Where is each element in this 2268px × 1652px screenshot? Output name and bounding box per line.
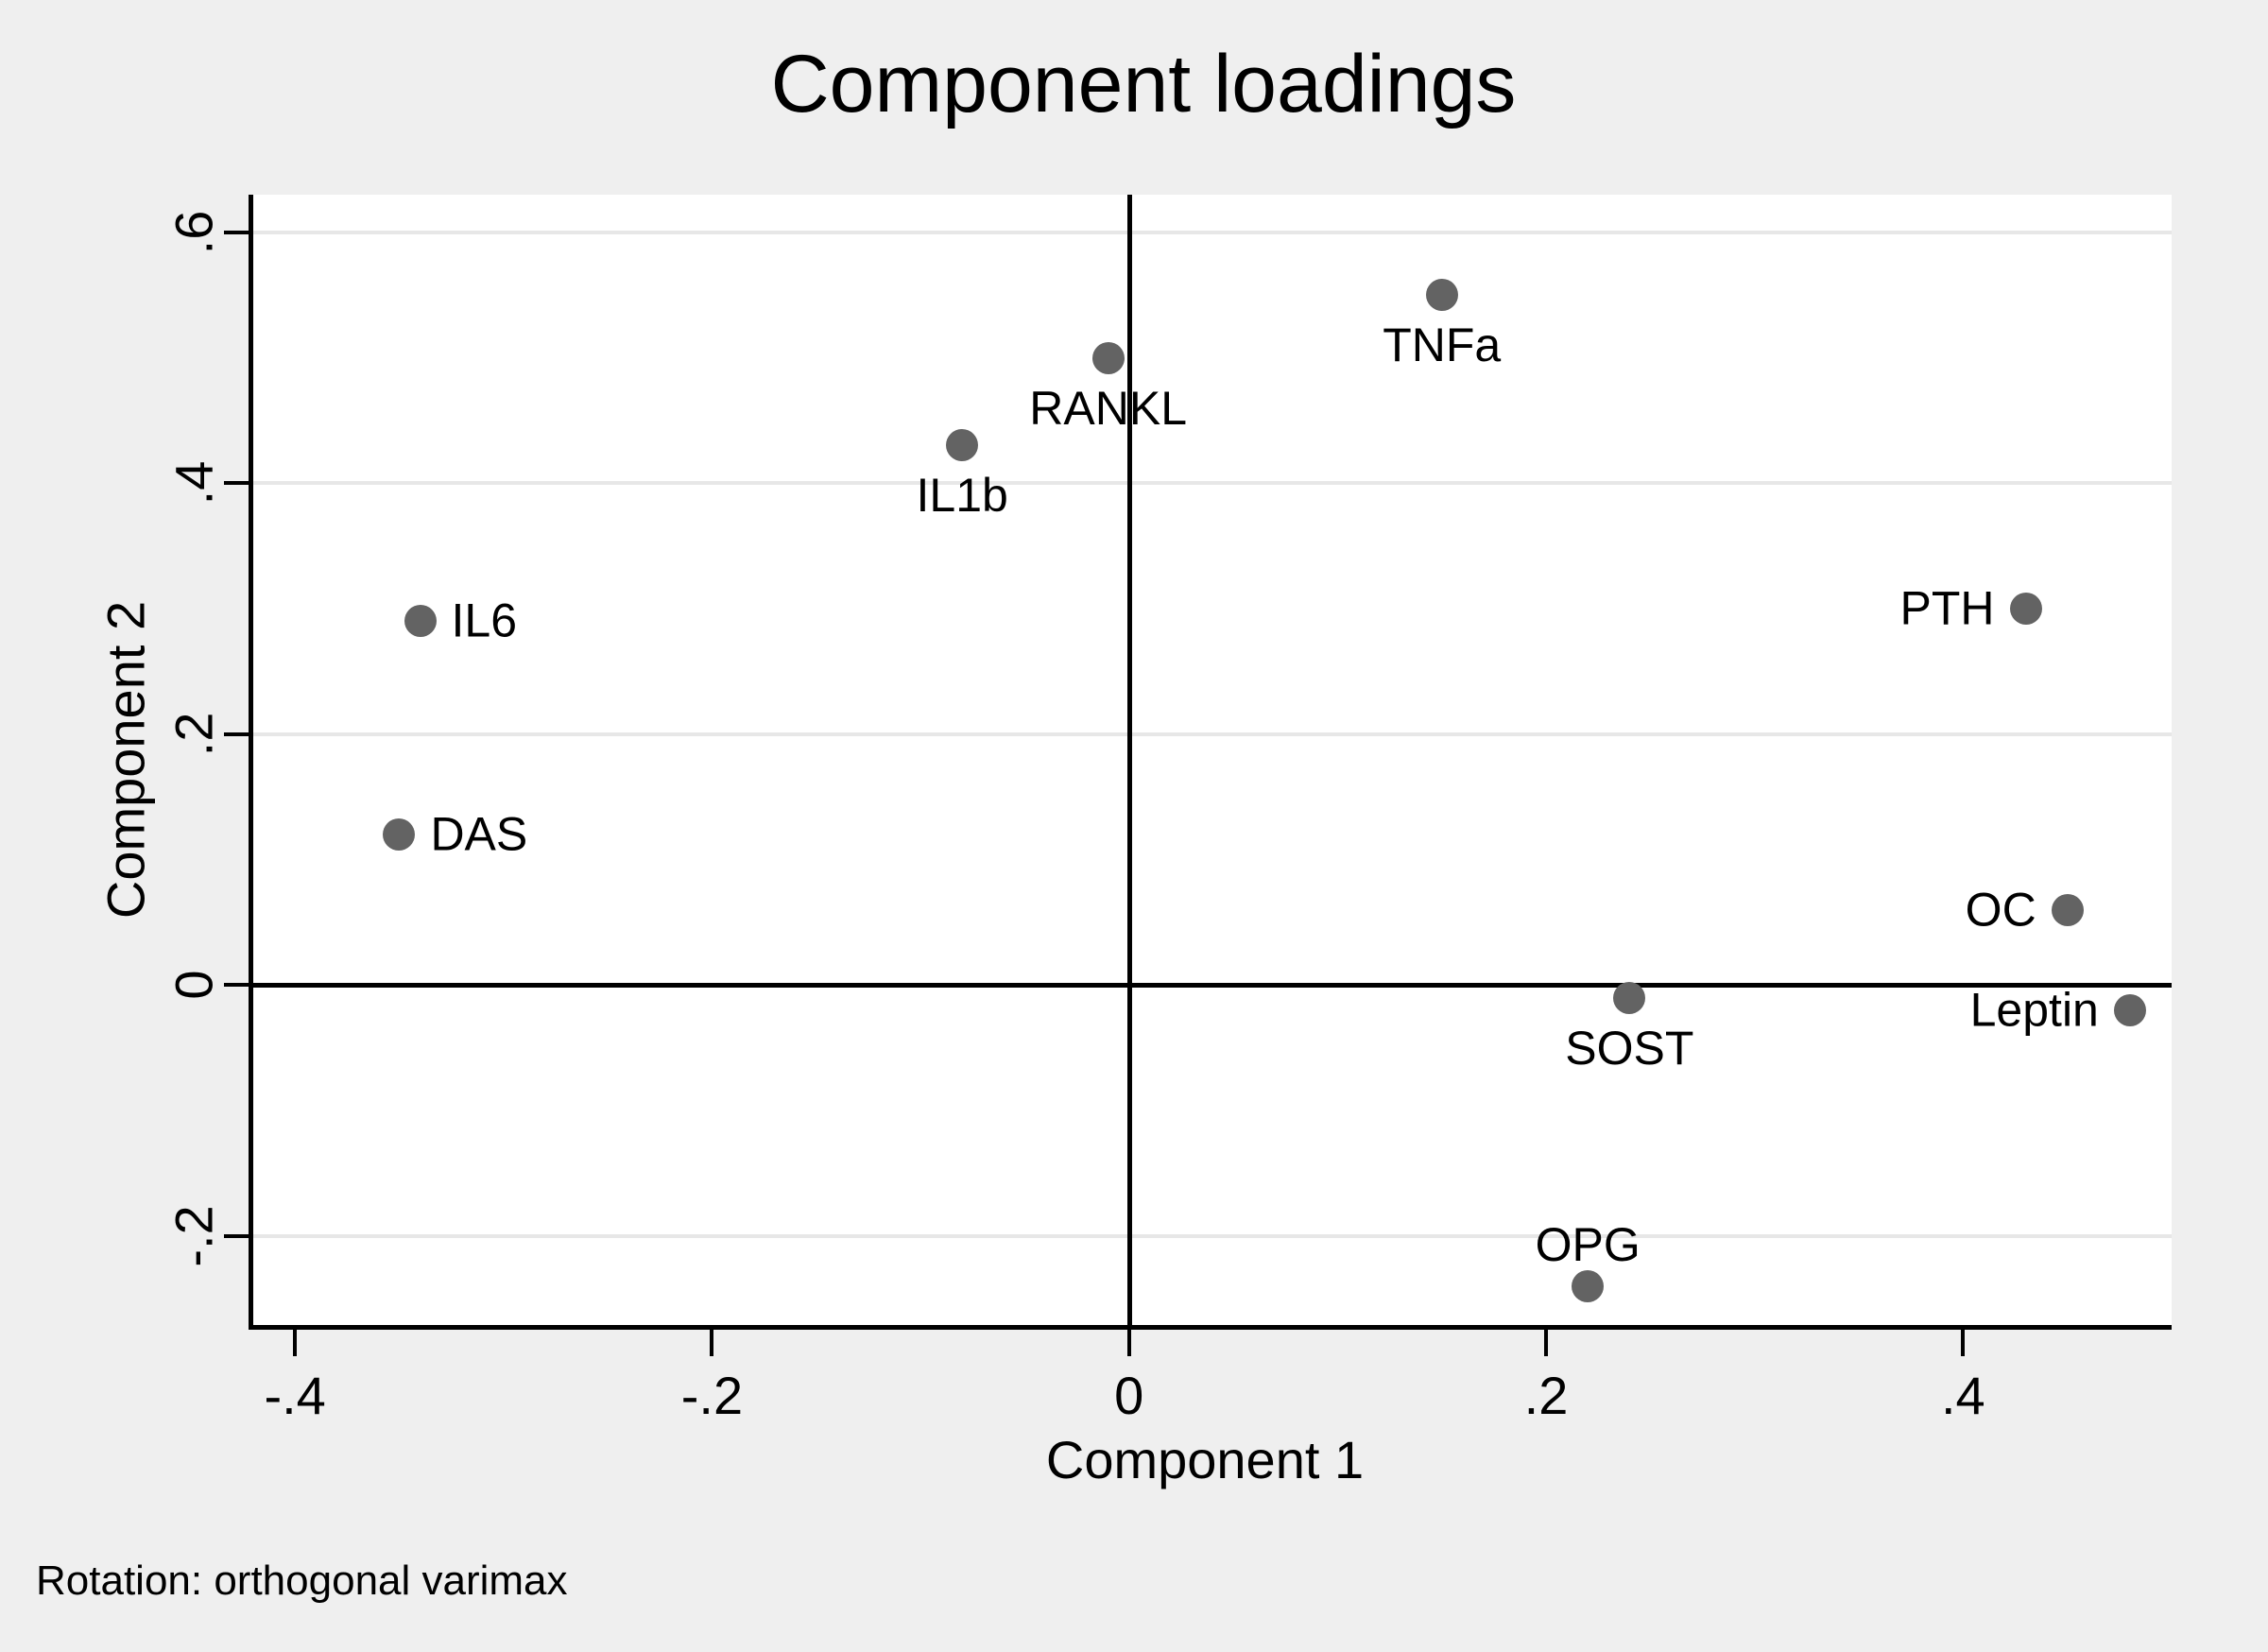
y-tick-label-0.6: .6: [163, 210, 224, 255]
point-label-PTH: PTH: [1899, 581, 1995, 635]
data-point-RANKL: [1091, 341, 1125, 374]
y-tick-0.6: [224, 230, 249, 234]
y-tick--0.2: [224, 1233, 249, 1238]
gridline-y-0.6: [253, 230, 2172, 234]
point-label-DAS: DAS: [430, 807, 528, 861]
data-point-IL6: [404, 605, 437, 638]
point-label-SOST: SOST: [1565, 1021, 1694, 1075]
data-point-PTH: [2009, 593, 2042, 626]
zero-line-horizontal: [253, 983, 2172, 989]
y-tick-0: [224, 983, 249, 988]
y-tick-0.2: [224, 731, 249, 736]
x-tick-label--0.4: -.4: [264, 1366, 326, 1425]
gridline-y--0.2: [253, 1233, 2172, 1238]
gridline-y-0.4: [253, 481, 2172, 486]
data-point-TNFa: [1425, 279, 1458, 312]
x-tick-0.2: [1544, 1330, 1549, 1356]
data-point-DAS: [383, 817, 416, 851]
rotation-note: Rotation: orthogonal varimax: [36, 1557, 568, 1604]
x-axis-title: Component 1: [1045, 1430, 1365, 1489]
x-tick-0: [1126, 1330, 1131, 1356]
point-label-OC: OC: [1965, 883, 2036, 937]
x-tick-label-0.2: .2: [1523, 1366, 1569, 1425]
point-label-IL1b: IL1b: [916, 469, 1008, 523]
y-tick-label-0: 0: [163, 970, 224, 1000]
x-tick-label-0: 0: [1114, 1366, 1144, 1425]
zero-line-vertical: [1126, 195, 1132, 1325]
y-tick-0.4: [224, 481, 249, 486]
point-label-RANKL: RANKL: [1029, 381, 1188, 435]
point-label-TNFa: TNFa: [1383, 318, 1502, 372]
point-label-OPG: OPG: [1535, 1217, 1641, 1271]
x-axis-spine: [249, 1325, 2172, 1330]
x-tick--0.2: [710, 1330, 714, 1356]
x-tick--0.4: [293, 1330, 298, 1356]
data-point-IL1b: [946, 429, 979, 462]
y-tick-label-0.2: .2: [163, 712, 224, 757]
data-point-Leptin: [2113, 993, 2146, 1026]
plot-area: [253, 195, 2172, 1325]
point-label-Leptin: Leptin: [1969, 983, 2099, 1037]
y-tick-label--0.2: -.2: [163, 1205, 224, 1267]
data-point-SOST: [1613, 981, 1646, 1014]
x-tick-label-0.4: .4: [1940, 1366, 1985, 1425]
gridline-y-0.2: [253, 731, 2172, 736]
chart-title: Component loadings: [770, 39, 1517, 129]
data-point-OPG: [1572, 1269, 1605, 1302]
y-tick-label-0.4: .4: [163, 460, 224, 506]
y-axis-title: Component 2: [95, 600, 156, 920]
point-label-IL6: IL6: [451, 594, 518, 647]
data-point-OC: [2051, 893, 2084, 926]
x-tick-label--0.2: -.2: [680, 1366, 744, 1425]
x-tick-0.4: [1961, 1330, 1966, 1356]
y-axis-spine: [249, 195, 253, 1330]
